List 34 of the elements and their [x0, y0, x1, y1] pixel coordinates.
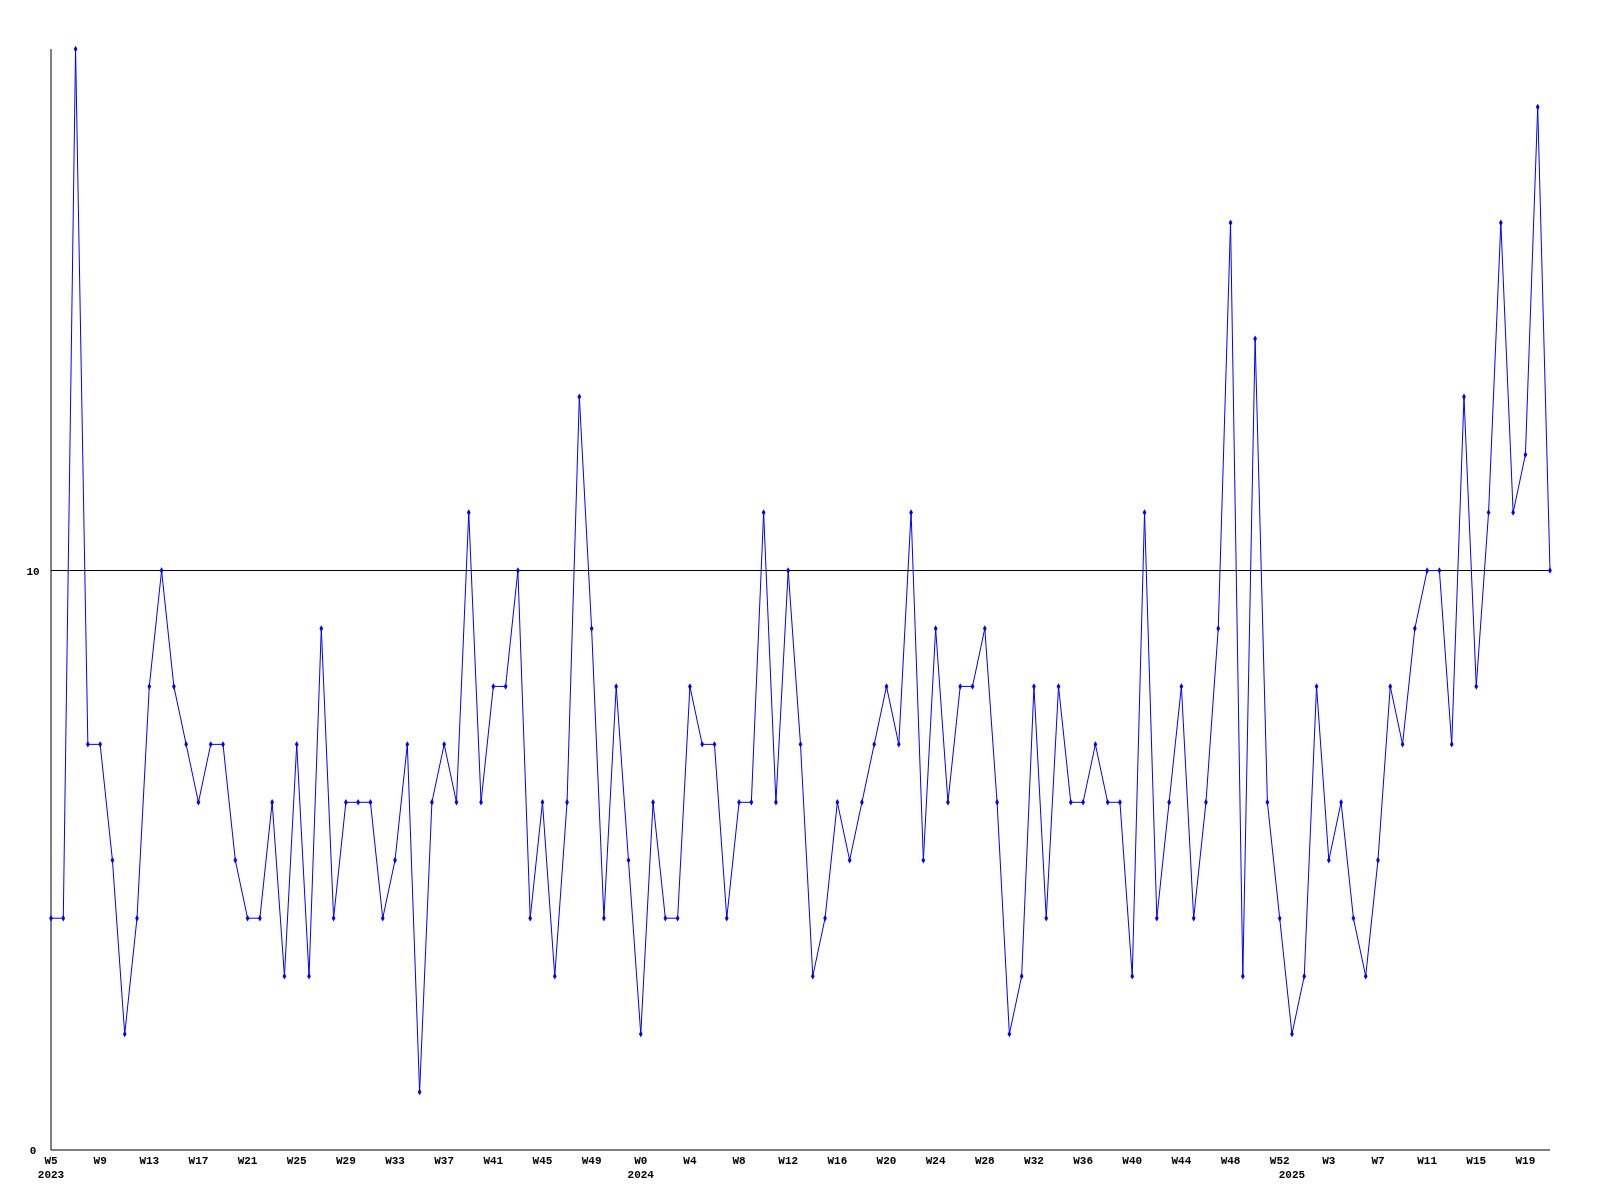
x-tick-label: W8	[732, 1155, 747, 1167]
x-tick-label: W21	[237, 1155, 258, 1167]
x-tick-label: W17	[188, 1155, 209, 1167]
x-tick-label: W37	[434, 1155, 455, 1167]
x-tick-label: W4	[683, 1155, 697, 1167]
x-tick-label: W15	[1466, 1155, 1487, 1167]
x-tick-label: W29	[335, 1155, 356, 1167]
x-tick-label: W9	[93, 1155, 107, 1167]
x-tick-label: W12	[778, 1155, 799, 1167]
x-tick-label: W5 2023	[37, 1155, 65, 1181]
x-tick-label: W32	[1024, 1155, 1044, 1167]
x-tick-label: W28	[974, 1155, 996, 1167]
x-tick-label: W13	[139, 1155, 160, 1167]
x-tick-label: W20	[876, 1155, 897, 1167]
x-tick-label: W24	[925, 1155, 946, 1167]
x-tick-label: W0 2024	[627, 1155, 655, 1181]
x-tick-label: W40	[1122, 1155, 1143, 1167]
x-tick-label: W3	[1322, 1155, 1336, 1167]
x-tick-label: W44	[1171, 1155, 1192, 1167]
x-tick-label: W48	[1220, 1155, 1241, 1167]
y-tick-label: 10	[26, 565, 40, 578]
x-tick-label: W25	[286, 1155, 308, 1167]
x-tick-label: 2025	[1278, 1169, 1306, 1181]
y-tick-label: 0	[29, 1145, 37, 1157]
x-tick-label: W41	[483, 1155, 504, 1167]
x-tick-label: W16	[827, 1155, 848, 1167]
x-tick-label: W45	[532, 1155, 553, 1167]
x-tick-label: W52	[1269, 1155, 1290, 1167]
x-tick-label: W7	[1371, 1155, 1385, 1167]
x-tick-label: W11	[1417, 1155, 1438, 1167]
x-tick-label: W33	[385, 1155, 406, 1167]
x-tick-label: W36	[1073, 1155, 1093, 1167]
x-tick-label: W19	[1515, 1155, 1536, 1167]
x-tick-label: W49	[581, 1155, 602, 1167]
